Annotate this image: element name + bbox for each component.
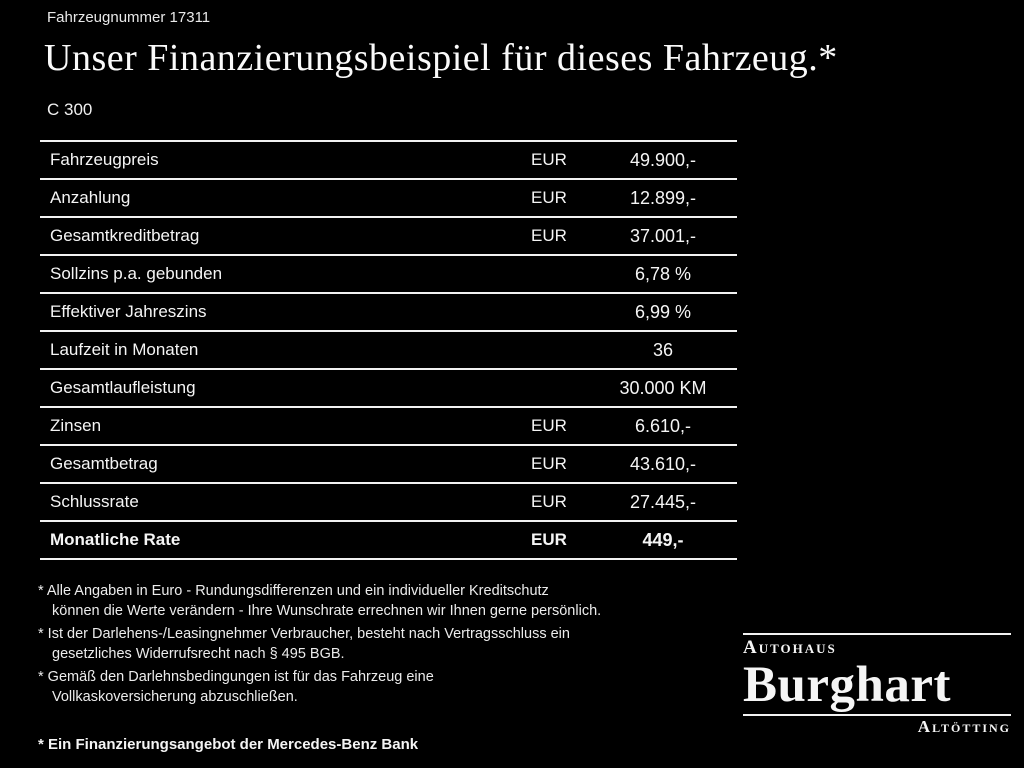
finance-row: Schlussrate EUR 27.445,- (40, 482, 737, 520)
logo-top-rule (743, 633, 1011, 635)
finance-row: Laufzeit in Monaten 36 (40, 330, 737, 368)
footnote: * Ist der Darlehens-/Leasingnehmer Verbr… (38, 626, 570, 662)
row-label: Laufzeit in Monaten (50, 340, 199, 359)
row-label: Anzahlung (50, 188, 131, 207)
row-value: 6,78 % (634, 263, 692, 284)
footnote: * Gemäß den Darlehnsbedingungen ist für … (38, 669, 434, 705)
dealer-city: Altötting (917, 717, 1011, 737)
finance-row: Fahrzeugpreis EUR 49.900,- (40, 140, 737, 178)
row-label: Monatliche Rate (50, 530, 181, 549)
row-label: Gesamtlaufleistung (50, 378, 196, 397)
row-value: 49.900,- (629, 149, 697, 170)
finance-table: Fahrzeugpreis EUR 49.900,- Anzahlung EUR 12.8… (40, 140, 737, 560)
row-value: 6.610,- (634, 415, 692, 436)
row-currency: EUR (531, 226, 567, 245)
finance-row: Gesamtlaufleistung 30.000 KM (40, 368, 737, 406)
row-value: 12.899,- (629, 187, 697, 208)
finance-row: Anzahlung EUR 12.899,- (40, 178, 737, 216)
row-value: 27.445,- (629, 491, 697, 512)
row-label: Gesamtbetrag (50, 454, 158, 473)
row-label: Gesamtkreditbetrag (50, 226, 200, 245)
row-label: Effektiver Jahreszins (50, 302, 207, 321)
finance-row: Sollzins p.a. gebunden 6,78 % (40, 254, 737, 292)
page-title: Unser Finanzierungsbeispiel für dieses F… (44, 37, 838, 79)
row-currency: EUR (531, 492, 567, 511)
vehicle-number: Fahrzeugnummer 17311 (47, 9, 211, 26)
footnotes: * Alle Angaben in Euro - Rundungsdiffere… (38, 581, 762, 710)
footnote: * Alle Angaben in Euro - Rundungsdiffere… (38, 583, 602, 619)
row-currency: EUR (531, 150, 567, 169)
row-value: 37.001,- (629, 225, 697, 246)
dealer-name: Burghart (743, 657, 951, 713)
row-currency: EUR (531, 530, 567, 549)
finance-row: Monatliche Rate EUR 449,- (40, 520, 737, 560)
row-value: 30.000 KM (619, 377, 707, 398)
dealer-logo: Autohaus Burghart Altötting (743, 633, 1011, 737)
row-value: 6,99 % (634, 301, 692, 322)
finance-row: Zinsen EUR 6.610,- (40, 406, 737, 444)
vehicle-model: C 300 (47, 100, 93, 119)
row-currency: EUR (531, 454, 567, 473)
finance-row: Effektiver Jahreszins 6,99 % (40, 292, 737, 330)
row-label: Fahrzeugpreis (50, 150, 159, 169)
row-label: Schlussrate (50, 492, 139, 511)
finance-row: Gesamtkreditbetrag EUR 37.001,- (40, 216, 737, 254)
row-label: Sollzins p.a. gebunden (50, 264, 223, 283)
row-currency: EUR (531, 416, 567, 435)
row-value: 449,- (642, 529, 684, 550)
logo-bottom-rule (743, 714, 1011, 717)
dealer-prefix: Autohaus (743, 637, 837, 658)
row-value: 43.610,- (629, 453, 697, 474)
row-label: Zinsen (50, 416, 102, 435)
row-value: 36 (652, 339, 674, 360)
finance-row: Gesamtbetrag EUR 43.610,- (40, 444, 737, 482)
row-currency: EUR (531, 188, 567, 207)
financing-offer-note: * Ein Finanzierungsangebot der Mercedes-… (38, 736, 419, 753)
